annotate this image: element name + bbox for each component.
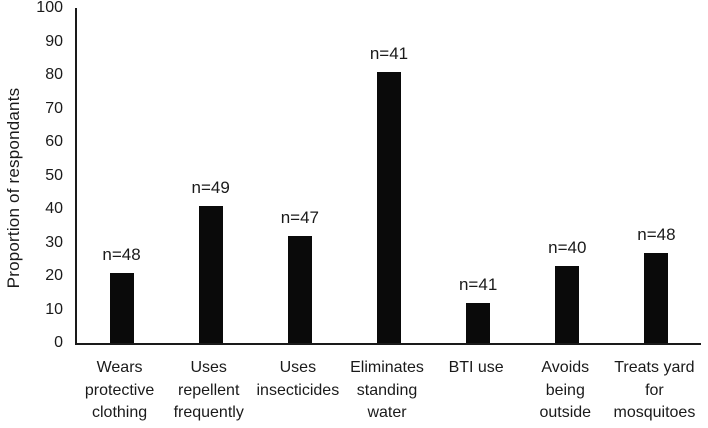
bar [198,205,223,343]
bar-group: n=47 [255,8,344,343]
bar-count-label: n=40 [548,237,587,257]
bar-group: n=48 [612,8,701,343]
bar [287,235,312,343]
x-category-label-line: Treats yard [614,359,695,376]
y-tick-label: 80 [45,66,63,83]
x-category-label-line: insecticides [256,381,340,399]
bar-group: n=40 [523,8,612,343]
y-tick-label: 20 [45,267,63,284]
y-tick-label: 0 [54,334,63,351]
y-tick-label: 100 [36,0,63,16]
x-category-label-line: mosquitoes [613,404,696,421]
x-category-label: Wears protective clothing [65,357,175,425]
bar-count-label: n=47 [280,207,319,227]
y-tick-label: 90 [45,32,63,50]
x-category-label: Avoids being outside [510,357,620,425]
x-category-label: Uses repellent frequently [154,357,264,425]
x-category-label-line: Uses [279,359,317,376]
plot-area: n=48 n=49 n=47 n=41 n=41 n=40 n=48 [75,8,701,345]
x-category-label-line: Wears [96,359,143,376]
x-category-label-line: BTI use [448,359,504,376]
x-category-label: BTI use [421,357,531,380]
x-category-label-line: frequently [173,404,244,421]
bar-count-label: n=41 [458,274,498,294]
x-category-label-line: water [367,404,407,421]
x-category-label-line: for [645,381,664,399]
x-category-label-line: Avoids [541,359,590,376]
bar-group: n=48 [77,8,166,343]
y-tick-label: 10 [45,300,63,318]
bar [376,71,401,343]
x-category-label: Treats yard for mosquitoes [599,357,708,425]
bar-group: n=41 [434,8,523,343]
bar-group: n=49 [166,8,255,343]
bar-count-label: n=48 [102,244,141,264]
x-category-label-line: Uses [190,359,227,376]
y-tick-label: 60 [45,133,63,150]
bar-count-label: n=41 [369,43,409,63]
x-category-label-line: clothing [91,404,148,421]
x-category-label-line: outside [539,404,592,421]
x-category-label-line: protective [84,381,155,399]
bar [555,265,580,343]
y-tick-label: 50 [45,166,63,184]
y-tick-label: 40 [45,200,63,217]
y-tick-label: 70 [45,99,63,117]
bar [466,302,491,343]
x-category-label-line: repellent [178,381,240,399]
x-category-label-line: Eliminates [350,359,424,376]
x-category-label-line: being [545,381,585,399]
bar [109,272,134,343]
x-category-label: Eliminates standing water [332,357,442,425]
y-tick-label: 30 [45,233,63,251]
x-category-label: Uses insecticides [243,357,353,402]
x-category-label-line: standing [356,381,418,399]
bar-group: n=41 [344,8,433,343]
bar-count-label: n=49 [191,177,230,197]
bar [644,252,669,343]
bar-count-label: n=48 [637,224,676,244]
